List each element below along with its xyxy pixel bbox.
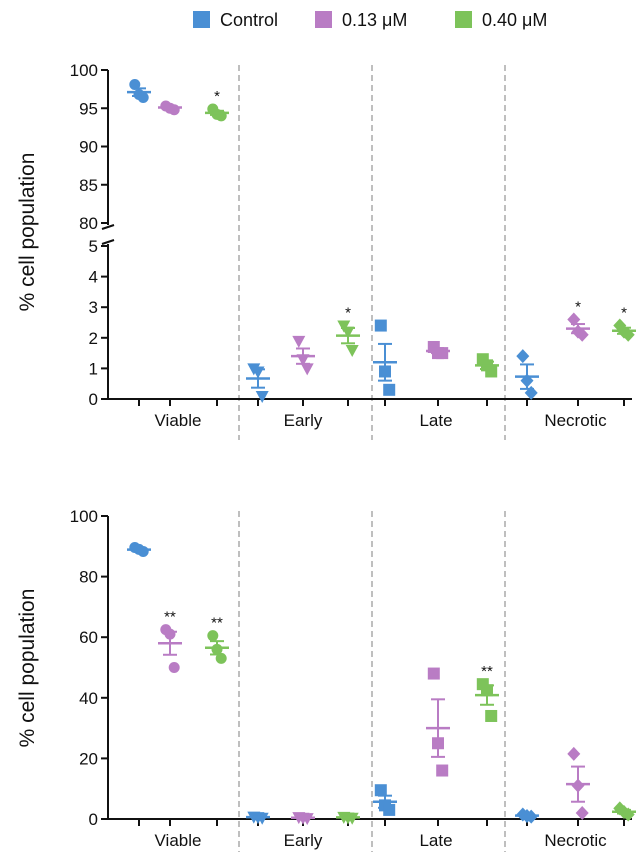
category-label-3: Necrotic	[544, 411, 607, 430]
data-point	[485, 709, 498, 722]
significance-label: **	[481, 663, 493, 680]
data-point	[337, 320, 351, 333]
data-point	[251, 366, 265, 379]
y-tick-label: 0	[89, 390, 98, 409]
data-point	[436, 347, 449, 360]
legend-label-1: 0.13 μM	[342, 10, 407, 30]
data-point	[575, 805, 589, 820]
y-tick-label: 5	[89, 237, 98, 256]
top-panel: 80 85 90 95 100 0 1 2 3 4 5 % cell population Viable…	[16, 61, 636, 440]
axis-break	[101, 224, 115, 230]
data-point	[129, 79, 141, 91]
data-point	[567, 746, 581, 761]
category-label-0: Viable	[155, 411, 202, 430]
data-point	[215, 652, 227, 664]
legend-swatch-1	[315, 11, 332, 28]
category-label-3: Necrotic	[544, 831, 607, 850]
y-tick-label: 2	[89, 329, 98, 348]
y-tick-label: 60	[79, 628, 98, 647]
data-point	[374, 784, 387, 797]
data-point	[300, 813, 314, 826]
category-label-2: Late	[419, 831, 452, 850]
data-point	[427, 667, 440, 680]
category-label-1: Early	[284, 411, 323, 430]
data-point	[432, 737, 444, 750]
data-point	[345, 812, 359, 825]
data-point	[137, 92, 149, 104]
y-tick-label: 80	[79, 568, 98, 587]
data-point	[164, 628, 176, 640]
data-point	[341, 326, 355, 339]
data-point	[300, 363, 314, 376]
significance-label: **	[164, 609, 176, 626]
data-point	[567, 312, 581, 327]
category-label-0: Viable	[155, 831, 202, 850]
data-point	[168, 662, 180, 673]
data-point	[481, 684, 493, 697]
y-tick-label: 95	[79, 99, 98, 118]
data-point	[345, 345, 359, 358]
y-axis-label: % cell population	[16, 589, 39, 748]
data-point	[575, 327, 589, 342]
y-tick-label: 40	[79, 689, 98, 708]
significance-label: *	[621, 305, 627, 322]
legend-swatch-2	[455, 11, 472, 28]
data-point	[524, 385, 538, 400]
significance-label: *	[214, 88, 220, 105]
significance-label: **	[211, 615, 223, 632]
category-label-1: Early	[284, 831, 323, 850]
data-point	[379, 365, 391, 378]
y-tick-label: 90	[79, 138, 98, 157]
y-tick-label: 4	[89, 268, 98, 287]
legend: Control 0.13 μM 0.40 μM	[193, 10, 547, 30]
data-point	[168, 104, 180, 116]
y-tick-label: 20	[79, 749, 98, 768]
y-tick-label: 100	[70, 61, 98, 80]
y-tick-label: 0	[89, 810, 98, 829]
y-tick-label: 85	[79, 176, 98, 195]
data-point	[516, 349, 530, 364]
data-point	[137, 545, 149, 557]
data-point	[383, 383, 396, 396]
data-point	[374, 319, 387, 332]
data-point	[207, 630, 219, 642]
legend-swatch-0	[193, 11, 210, 28]
data-point	[485, 365, 498, 378]
category-label-2: Late	[419, 411, 452, 430]
y-axis-label: % cell population	[16, 153, 39, 312]
y-tick-label: 80	[79, 214, 98, 233]
data-point	[292, 335, 306, 348]
data-point	[255, 812, 269, 825]
data-point	[255, 390, 269, 403]
data-point	[436, 764, 449, 777]
legend-label-2: 0.40 μM	[482, 10, 547, 30]
axis-break	[101, 239, 115, 245]
significance-label: *	[575, 298, 581, 315]
data-point	[571, 778, 585, 793]
y-tick-label: 100	[70, 507, 98, 526]
bottom-panel: 0 20 40 60 80 100 % cell population Viable Early…	[16, 507, 636, 852]
y-tick-label: 3	[89, 298, 98, 317]
legend-label-0: Control	[220, 10, 278, 30]
significance-label: *	[345, 305, 351, 322]
data-point	[383, 803, 396, 816]
y-tick-label: 1	[89, 359, 98, 378]
